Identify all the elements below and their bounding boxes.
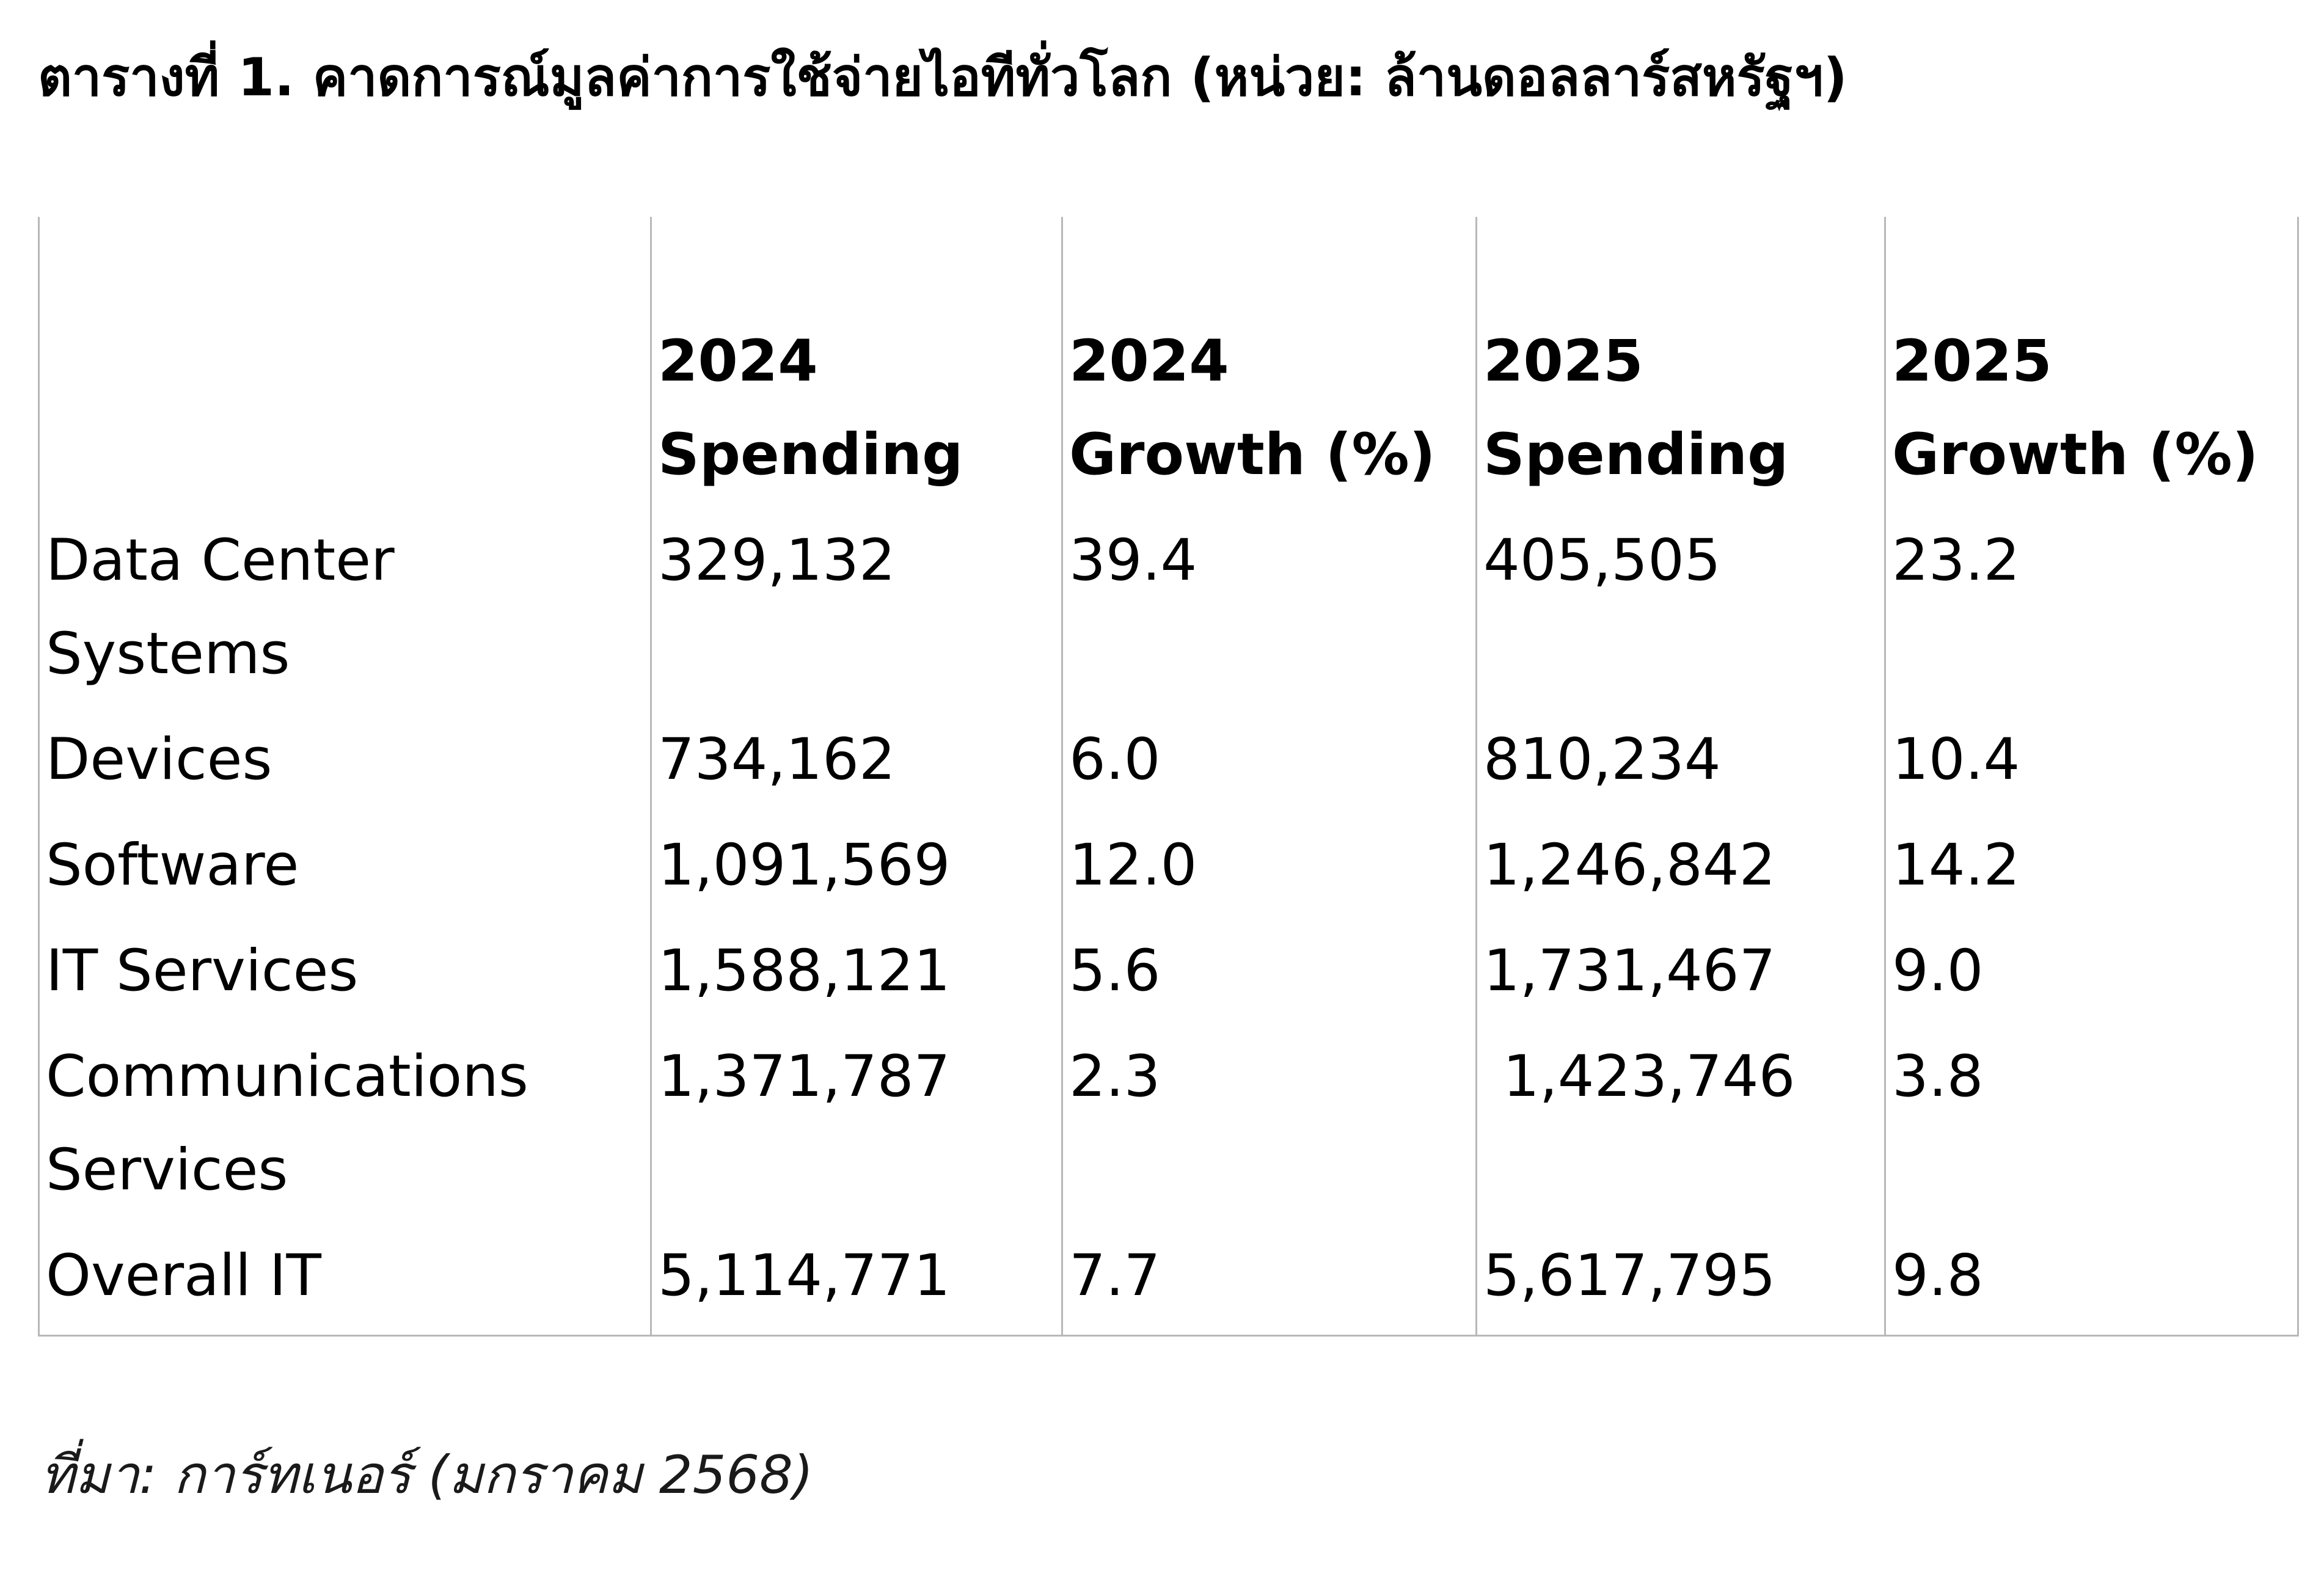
header-row: 2024 Spending 2024 Growth (%) 2025 Spend… (38, 217, 2299, 514)
row-label: Communications Services (38, 1030, 652, 1229)
cell-2024-growth: 39.4 (1061, 514, 1477, 713)
table-row: Overall IT 5,114,771 7.7 5,617,795 9.8 (38, 1229, 2299, 1337)
header-2024-spending: 2024 Spending (650, 217, 1063, 514)
cell-2025-growth: 14.2 (1884, 819, 2299, 924)
cell-2024-spending: 1,091,569 (650, 819, 1063, 924)
row-label: Data Center Systems (38, 514, 652, 713)
header-2025-spending: 2025 Spending (1475, 217, 1886, 514)
cell-2024-spending: 5,114,771 (650, 1229, 1063, 1337)
cell-2025-spending: 405,505 (1475, 514, 1886, 713)
cell-2025-spending: 5,617,795 (1475, 1229, 1886, 1337)
cell-2025-spending: 1,246,842 (1475, 819, 1886, 924)
cell-2025-growth: 23.2 (1884, 514, 2299, 713)
table-container: 2024 Spending 2024 Growth (%) 2025 Spend… (38, 217, 2299, 1337)
cell-2024-spending: 1,371,787 (650, 1030, 1063, 1229)
cell-2024-growth: 2.3 (1061, 1030, 1477, 1229)
cell-2025-growth: 10.4 (1884, 713, 2299, 819)
cell-2025-spending: 1,731,467 (1475, 924, 1886, 1030)
cell-2024-growth: 7.7 (1061, 1229, 1477, 1337)
header-2025-growth: 2025 Growth (%) (1884, 217, 2299, 514)
cell-2025-growth: 9.0 (1884, 924, 2299, 1030)
row-label: IT Services (38, 924, 652, 1030)
table-row: Data Center Systems 329,132 39.4 405,505… (38, 514, 2299, 713)
cell-2024-growth: 12.0 (1061, 819, 1477, 924)
table-row: Devices 734,162 6.0 810,234 10.4 (38, 713, 2299, 819)
cell-2024-spending: 734,162 (650, 713, 1063, 819)
row-label: Overall IT (38, 1229, 652, 1337)
row-label: Software (38, 819, 652, 924)
source-note: ที่มา: การ์ทเนอร์ (มกราคม 2568) (40, 1445, 814, 1506)
cell-2024-spending: 1,588,121 (650, 924, 1063, 1030)
row-label: Devices (38, 713, 652, 819)
cell-2025-spending: 1,423,746 (1475, 1030, 1886, 1229)
table-row: IT Services 1,588,121 5.6 1,731,467 9.0 (38, 924, 2299, 1030)
cell-2025-growth: 9.8 (1884, 1229, 2299, 1337)
header-2024-growth: 2024 Growth (%) (1061, 217, 1477, 514)
it-spending-table: 2024 Spending 2024 Growth (%) 2025 Spend… (38, 217, 2299, 1337)
cell-2025-spending: 810,234 (1475, 713, 1886, 819)
table-row: Software 1,091,569 12.0 1,246,842 14.2 (38, 819, 2299, 924)
cell-2024-growth: 6.0 (1061, 713, 1477, 819)
cell-2024-growth: 5.6 (1061, 924, 1477, 1030)
table-row: Communications Services 1,371,787 2.3 1,… (38, 1030, 2299, 1229)
header-category (38, 217, 652, 514)
table-title: ตารางที่ 1. คาดการณ์มูลค่าการใช้จ่ายไอที… (38, 47, 1847, 108)
cell-2025-growth: 3.8 (1884, 1030, 2299, 1229)
cell-2024-spending: 329,132 (650, 514, 1063, 713)
